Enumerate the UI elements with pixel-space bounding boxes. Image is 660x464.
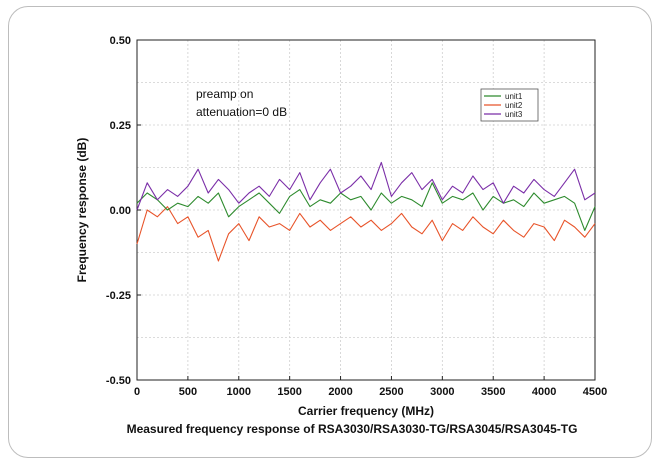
- axis-ticks: 0.50 0.25 0.00 -0.25 -0.500 500 1000 1500 2000 25…: [106, 35, 607, 398]
- y-tick-label: -0.50: [106, 375, 131, 387]
- x-tick-label: 3500: [481, 386, 505, 398]
- legend-label-unit3: unit3: [505, 110, 523, 119]
- grid: [137, 40, 595, 380]
- figure-frame: [8, 6, 652, 458]
- x-tick-label: 4500: [583, 386, 607, 398]
- y-tick-label: -0.25: [106, 290, 131, 302]
- annotation-preamp: preamp on: [196, 87, 253, 101]
- legend-label-unit2: unit2: [505, 101, 523, 110]
- series-layer: [136, 161, 596, 262]
- legend-label-unit1: unit1: [505, 92, 523, 101]
- x-tick-label: 2500: [379, 386, 403, 398]
- x-tick-label: 1500: [277, 386, 301, 398]
- series-line-unit2: [136, 206, 596, 262]
- series-unit1: [136, 182, 596, 231]
- series-line-unit1: [136, 182, 596, 231]
- y-tick-label: 0.25: [110, 120, 131, 132]
- y-tick-label: 0.00: [110, 205, 131, 217]
- x-tick-label: 1000: [227, 386, 251, 398]
- annotation-attenuation: attenuation=0 dB: [196, 105, 287, 119]
- chart-caption: Measured frequency response of RSA3030/R…: [127, 422, 578, 436]
- x-tick-label: 3000: [430, 386, 454, 398]
- y-axis-label: Frequency response (dB): [75, 138, 89, 283]
- x-tick-label: 0: [134, 386, 140, 398]
- x-axis-label: Carrier frequency (MHz): [298, 404, 434, 418]
- x-tick-label: 500: [179, 386, 197, 398]
- y-tick-label: 0.50: [110, 35, 131, 47]
- series-line-unit3: [136, 161, 596, 211]
- x-tick-label: 4000: [532, 386, 556, 398]
- series-unit3: [136, 161, 596, 211]
- x-tick-label: 2000: [328, 386, 352, 398]
- series-unit2: [136, 206, 596, 262]
